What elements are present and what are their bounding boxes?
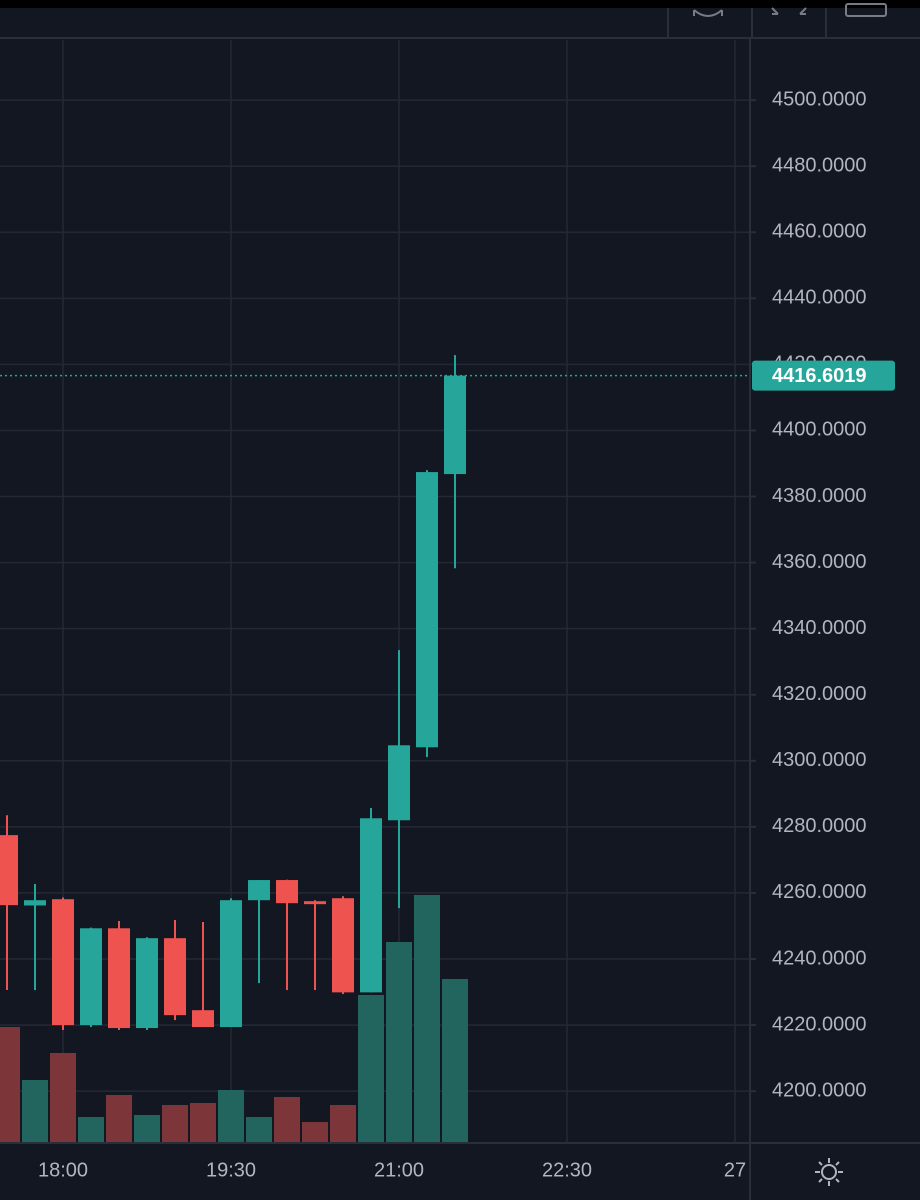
plot (0, 40, 750, 1143)
x-tick-label: 19:30 (206, 1159, 256, 1181)
volume-bar (78, 1117, 104, 1143)
x-tick-label: 18:00 (38, 1159, 88, 1181)
y-tick-label: 4220.0000 (772, 1013, 867, 1035)
volume-bar (274, 1097, 300, 1143)
volume-bar (162, 1105, 188, 1143)
x-tick-label: 21:00 (374, 1159, 424, 1181)
last-price-box (752, 360, 895, 391)
candle-body (192, 1010, 214, 1028)
screenshot-icon[interactable] (845, 3, 887, 17)
x-tick-label: 27 (724, 1159, 746, 1181)
fullscreen-icon[interactable] (771, 7, 807, 15)
y-tick-label: 4200.0000 (772, 1079, 867, 1101)
y-tick-label: 4260.0000 (772, 881, 867, 903)
candle-body (332, 898, 354, 993)
last-price-label: 4416.6019 (772, 365, 867, 387)
volume-bar (134, 1115, 160, 1143)
y-tick-label: 4360.0000 (772, 551, 867, 573)
candle-body (52, 899, 74, 1026)
volume-bar (414, 895, 440, 1143)
volume-bar (302, 1122, 328, 1143)
candle-body (136, 938, 158, 1029)
candle-body (276, 880, 298, 904)
volume-bar (358, 995, 384, 1143)
candle-body (220, 900, 242, 1028)
y-tick-label: 4340.0000 (772, 617, 867, 639)
y-tick-label: 4300.0000 (772, 749, 867, 771)
volume-bar (442, 979, 468, 1143)
top-edge (0, 0, 920, 8)
volume-bar (22, 1080, 48, 1143)
candle-body (24, 900, 46, 906)
y-tick-label: 4460.0000 (772, 221, 867, 243)
y-tick-label: 4240.0000 (772, 947, 867, 969)
candle-body (108, 928, 130, 1029)
volume-bar (106, 1095, 132, 1143)
axis-settings-icon[interactable] (815, 1158, 843, 1186)
x-tick-label: 22:30 (542, 1159, 592, 1181)
candle-body (360, 818, 382, 993)
candle-body (388, 745, 410, 821)
volume-bar (330, 1105, 356, 1143)
volume-bar (50, 1053, 76, 1143)
y-tick-label: 4280.0000 (772, 815, 867, 837)
y-tick-label: 4480.0000 (772, 154, 867, 176)
volume-bar (386, 942, 412, 1143)
candle-body (0, 835, 18, 906)
volume-bar (246, 1117, 272, 1143)
y-tick-label: 4500.0000 (772, 88, 867, 110)
settings-icon[interactable] (693, 9, 723, 17)
y-tick-label: 4320.0000 (772, 683, 867, 705)
candle-body (164, 938, 186, 1016)
candle-body (248, 880, 270, 901)
candle-body (304, 901, 326, 905)
volume-bar (218, 1090, 244, 1143)
candle-body (444, 375, 466, 475)
y-tick-label: 4400.0000 (772, 419, 867, 441)
y-tick-label: 4440.0000 (772, 287, 867, 309)
volume-bar (0, 1027, 20, 1143)
candle-body (416, 472, 438, 748)
toolbar (0, 8, 920, 38)
volume-bar (190, 1103, 216, 1143)
y-tick-label: 4380.0000 (772, 485, 867, 507)
candle-body (80, 928, 102, 1026)
